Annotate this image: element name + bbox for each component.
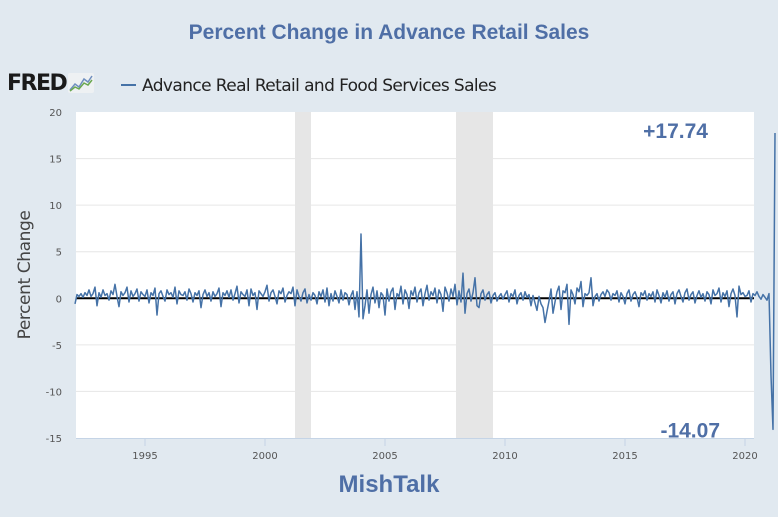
legend-label: Advance Real Retail and Food Services Sa…	[142, 76, 497, 96]
annotation-max: +17.74	[643, 120, 708, 143]
plot-background	[76, 112, 754, 438]
series-line	[74, 133, 776, 431]
x-tick-label: 2000	[252, 451, 277, 462]
recession-band-1	[455, 112, 493, 438]
chart-title: Percent Change in Advance Retail Sales	[188, 21, 590, 44]
recession-band-0	[295, 112, 312, 438]
y-tick-label: 5	[56, 248, 62, 259]
x-tick-label: 1995	[132, 451, 157, 462]
annotation-min: -14.07	[660, 419, 720, 442]
x-tick-labels: 1995 2000 2005 2010 2015 2020	[132, 438, 758, 462]
y-tick-label: 10	[49, 201, 62, 212]
y-tick-label: -15	[46, 434, 62, 445]
y-tick-label: -5	[52, 341, 62, 352]
y-tick-label: -10	[46, 387, 62, 398]
fred-chart-icon	[68, 73, 95, 93]
legend-swatch	[121, 84, 136, 86]
y-tick-label: 15	[49, 155, 62, 166]
x-tick-label: 2015	[612, 451, 637, 462]
footer-credit: MishTalk	[338, 471, 440, 498]
y-tick-label: 20	[49, 108, 62, 119]
x-tick-label: 2005	[372, 451, 397, 462]
y-tick-labels: 20 15 10 5 0 -5 -10 -15	[46, 108, 62, 445]
x-tick-label: 2020	[732, 451, 757, 462]
y-tick-label: 0	[56, 294, 62, 305]
x-tick-label: 2010	[492, 451, 517, 462]
fred-logo-text: FRED	[7, 70, 68, 96]
fred-logo: FRED	[7, 70, 95, 96]
